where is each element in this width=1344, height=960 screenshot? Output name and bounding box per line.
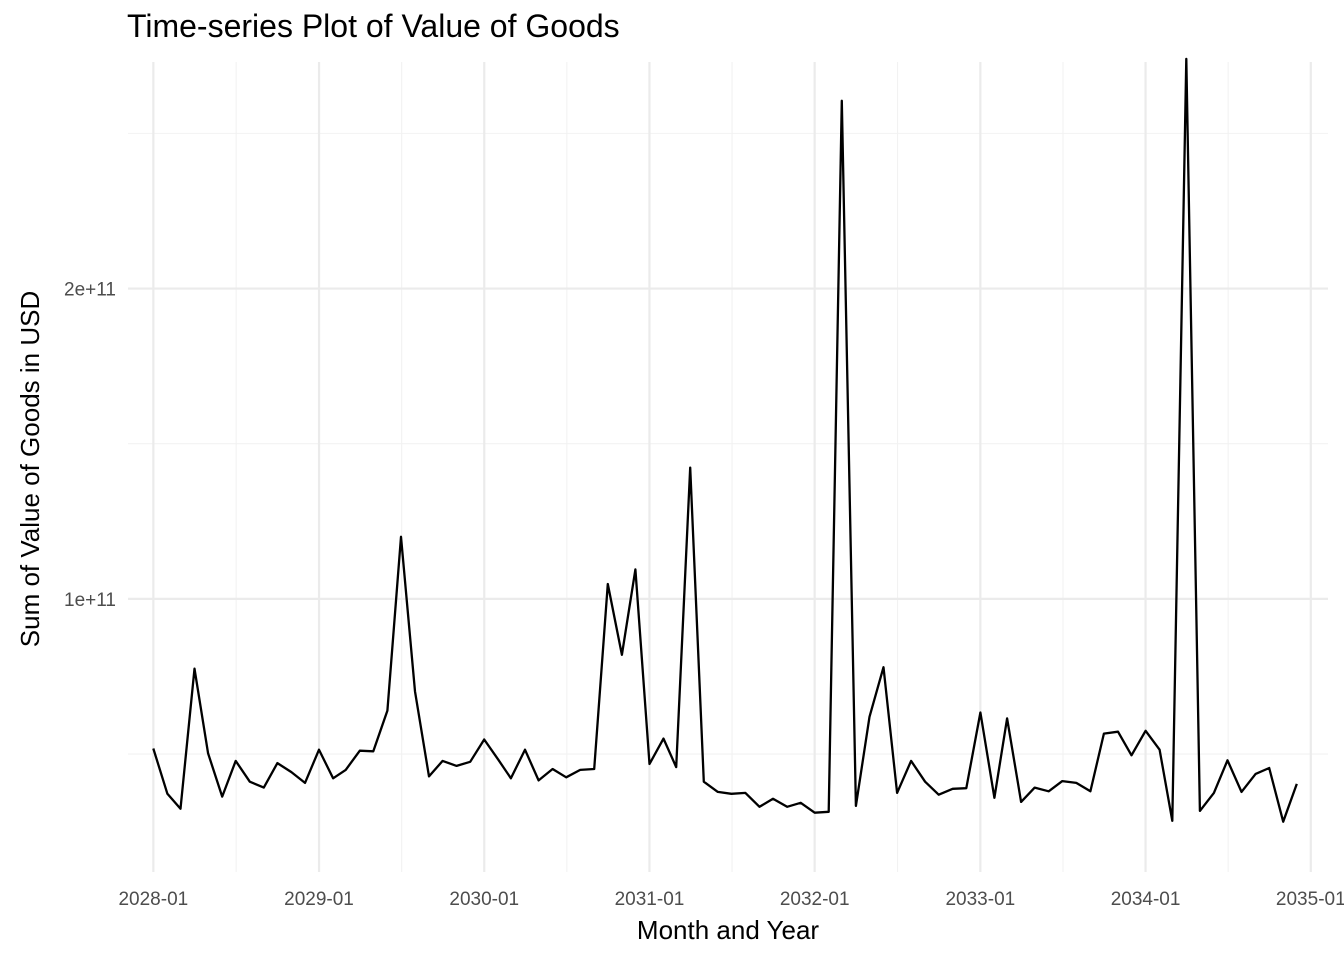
x-tick-label: 2035-01	[1276, 889, 1344, 910]
x-tick-label: 2034-01	[1111, 889, 1181, 910]
y-tick-label: 1e+11	[64, 590, 116, 611]
y-axis-title: Sum of Value of Goods in USD	[15, 291, 45, 647]
x-tick-label: 2032-01	[780, 889, 850, 910]
x-axis-title: Month and Year	[637, 915, 819, 945]
x-tick-label: 2033-01	[945, 889, 1015, 910]
series-layer	[152, 57, 1298, 823]
x-tick-label: 2029-01	[284, 889, 354, 910]
x-tick-label: 2031-01	[615, 889, 685, 910]
x-axis-tick-labels: 2028-01 2029-01 2030-01 2031-01 2032-01 2033-…	[118, 889, 1344, 910]
series-line	[152, 57, 1298, 823]
chart-title: Time-series Plot of Value of Goods	[127, 8, 620, 44]
major-gridlines	[128, 62, 1328, 872]
x-tick-label: 2030-01	[449, 889, 519, 910]
y-tick-label: 2e+11	[64, 280, 116, 301]
x-tick-label: 2028-01	[118, 889, 188, 910]
minor-gridlines	[128, 62, 1328, 872]
y-axis-tick-labels: 1e+11 2e+11	[64, 280, 116, 611]
